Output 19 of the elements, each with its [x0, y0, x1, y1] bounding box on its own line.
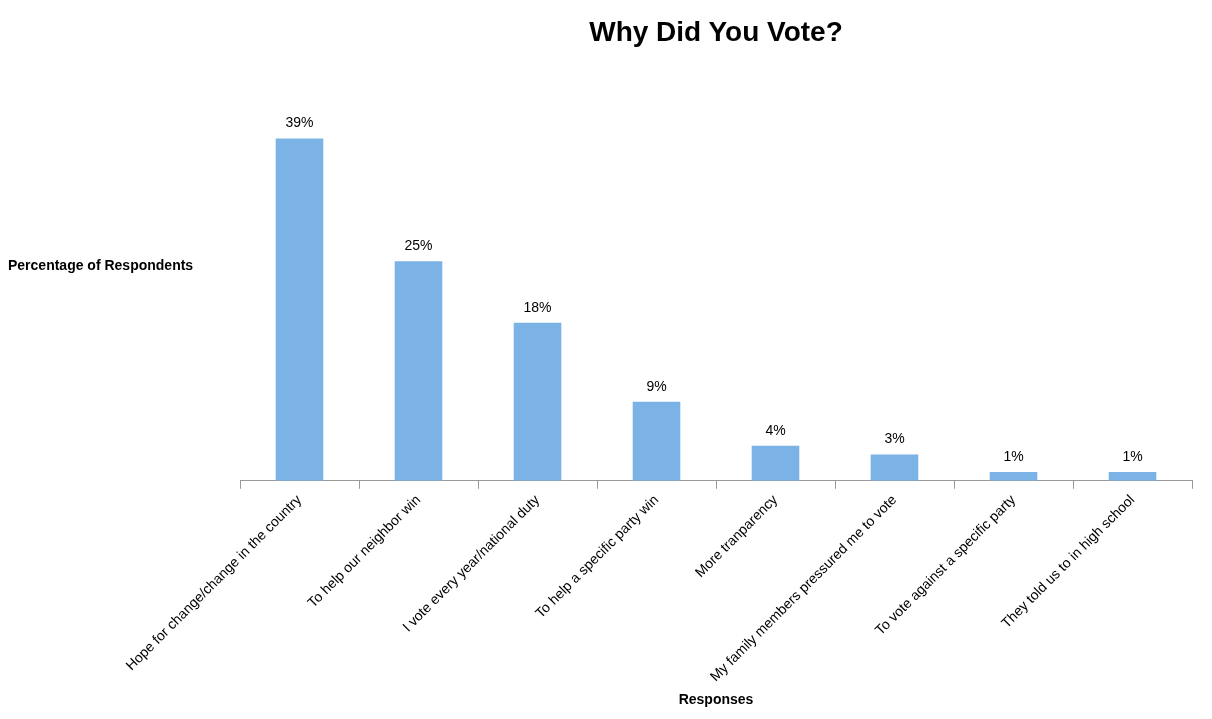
- bar: [751, 445, 800, 481]
- y-axis-title: Percentage of Respondents: [8, 257, 194, 273]
- bar: [632, 401, 681, 481]
- chart-title: Why Did You Vote?: [589, 15, 843, 47]
- bar: [275, 138, 324, 481]
- data-label: 39%: [285, 114, 314, 131]
- data-label: 4%: [765, 421, 786, 438]
- bar: [989, 472, 1038, 481]
- bar: [870, 454, 919, 481]
- bar: [394, 261, 443, 481]
- x-axis-title: Responses: [678, 691, 754, 708]
- data-label: 18%: [523, 298, 552, 315]
- data-label: 1%: [1003, 447, 1024, 464]
- bar: [513, 322, 562, 481]
- data-label: 1%: [1122, 447, 1143, 464]
- data-label: 9%: [646, 377, 667, 394]
- data-label: 25%: [404, 237, 433, 254]
- data-label: 3%: [884, 430, 905, 447]
- bar: [1108, 472, 1157, 481]
